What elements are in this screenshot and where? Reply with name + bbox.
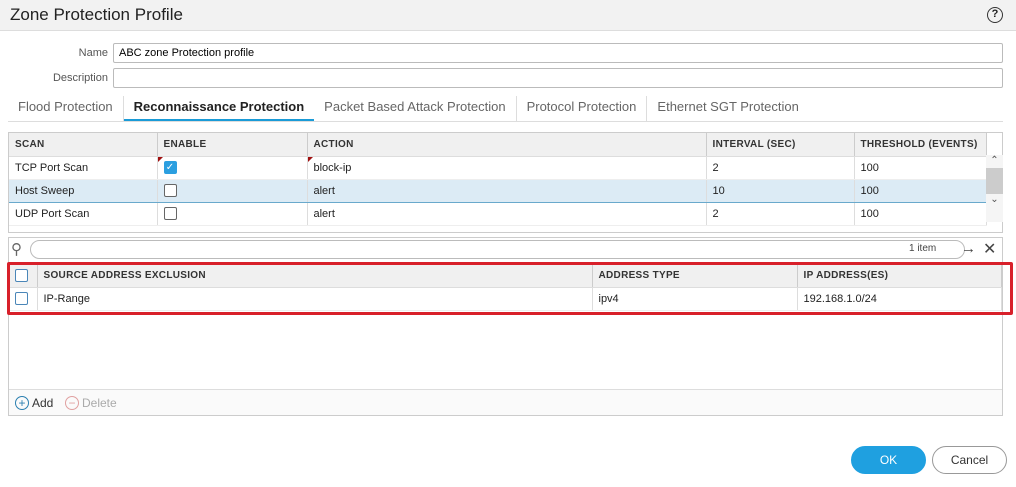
name-label: Name bbox=[78, 47, 108, 59]
table-header: SOURCE ADDRESS EXCLUSION ADDRESS TYPE IP… bbox=[9, 264, 1002, 288]
column-action[interactable]: ACTION bbox=[307, 133, 707, 157]
row-checkbox[interactable] bbox=[15, 292, 28, 305]
table-row[interactable]: TCP Port Scan ✓ block-ip 2 100 bbox=[9, 156, 987, 180]
add-label: Add bbox=[32, 396, 54, 410]
tab-bar: Flood Protection Reconnaissance Protecti… bbox=[8, 96, 1003, 122]
ip-address: 192.168.1.0/24 bbox=[797, 287, 1002, 311]
scan-name: TCP Port Scan bbox=[9, 156, 158, 180]
interval-value[interactable]: 2 bbox=[706, 202, 855, 226]
column-source-address-exclusion[interactable]: SOURCE ADDRESS EXCLUSION bbox=[37, 264, 593, 288]
enable-cell bbox=[157, 178, 308, 203]
action-value[interactable]: alert bbox=[307, 202, 707, 226]
tab-packet-based-attack-protection[interactable]: Packet Based Attack Protection bbox=[314, 96, 517, 121]
scrollbar[interactable]: ⌃ ⌄ bbox=[986, 155, 1003, 222]
interval-value[interactable]: 2 bbox=[706, 156, 855, 180]
table-header: SCAN ENABLE ACTION INTERVAL (SEC) THRESH… bbox=[9, 133, 987, 157]
table-row[interactable]: Host Sweep alert 10 100 bbox=[9, 178, 987, 203]
column-ip-addresses[interactable]: IP ADDRESS(ES) bbox=[797, 264, 1002, 288]
scroll-down-icon[interactable]: ⌄ bbox=[990, 194, 999, 205]
row-select-cell bbox=[9, 287, 38, 311]
exclusion-name[interactable]: IP-Range bbox=[37, 287, 593, 311]
address-type: ipv4 bbox=[592, 287, 798, 311]
search-icon: ⚲ bbox=[11, 241, 22, 258]
description-label: Description bbox=[52, 72, 108, 84]
threshold-value[interactable]: 100 bbox=[854, 178, 987, 203]
column-scan[interactable]: SCAN bbox=[9, 133, 158, 157]
name-input[interactable] bbox=[113, 43, 1003, 63]
enable-checkbox[interactable]: ✓ bbox=[163, 161, 177, 174]
action-bar: + Add − Delete bbox=[9, 389, 1002, 415]
table-row[interactable]: IP-Range ipv4 192.168.1.0/24 bbox=[9, 287, 1002, 311]
column-interval[interactable]: INTERVAL (SEC) bbox=[706, 133, 855, 157]
tab-protocol-protection[interactable]: Protocol Protection bbox=[517, 96, 648, 121]
item-count: 1 item bbox=[909, 243, 937, 254]
tab-ethernet-sgt-protection[interactable]: Ethernet SGT Protection bbox=[657, 99, 799, 114]
scroll-thumb[interactable] bbox=[986, 168, 1003, 194]
scan-name: UDP Port Scan bbox=[9, 202, 158, 226]
dialog-title: Zone Protection Profile bbox=[10, 5, 183, 24]
enable-cell: ✓ bbox=[157, 156, 308, 180]
cancel-button[interactable]: Cancel bbox=[932, 446, 1007, 474]
interval-value[interactable]: 10 bbox=[706, 178, 855, 203]
select-all-checkbox[interactable] bbox=[15, 268, 28, 282]
column-enable[interactable]: ENABLE bbox=[157, 133, 308, 157]
select-all-cell bbox=[9, 264, 38, 288]
enable-checkbox[interactable] bbox=[163, 184, 177, 197]
delete-button[interactable]: − Delete bbox=[65, 396, 117, 410]
threshold-value[interactable]: 100 bbox=[854, 202, 987, 226]
apply-filter-arrow-icon[interactable]: → bbox=[961, 240, 976, 257]
clear-filter-icon[interactable]: ✕ bbox=[983, 241, 997, 258]
action-cell[interactable]: block-ip bbox=[307, 156, 707, 180]
scan-name: Host Sweep bbox=[9, 178, 158, 203]
delete-label: Delete bbox=[82, 396, 117, 410]
delete-icon: − bbox=[65, 396, 79, 410]
description-input[interactable] bbox=[113, 68, 1003, 88]
add-button[interactable]: + Add bbox=[15, 396, 53, 410]
table-row[interactable]: UDP Port Scan alert 2 100 bbox=[9, 202, 987, 226]
highlight-box bbox=[7, 262, 1013, 315]
action-value[interactable]: alert bbox=[307, 178, 707, 203]
scroll-up-icon[interactable]: ⌃ bbox=[990, 155, 999, 166]
exclusion-panel: ⚲ 1 item → ✕ SOURCE ADDRESS EXCLUSION AD… bbox=[8, 237, 1003, 416]
dialog-titlebar: Zone Protection Profile ? bbox=[0, 0, 1016, 31]
add-icon: + bbox=[15, 396, 29, 410]
search-input[interactable] bbox=[30, 240, 965, 259]
threshold-value[interactable]: 100 bbox=[854, 156, 987, 180]
scan-table: SCAN ENABLE ACTION INTERVAL (SEC) THRESH… bbox=[8, 132, 1003, 233]
help-icon[interactable]: ? bbox=[987, 7, 1003, 23]
action-value: block-ip bbox=[313, 161, 352, 174]
tab-flood-protection[interactable]: Flood Protection bbox=[8, 96, 124, 121]
tab-reconnaissance-protection[interactable]: Reconnaissance Protection bbox=[123, 96, 315, 121]
column-threshold[interactable]: THRESHOLD (EVENTS) bbox=[854, 133, 987, 157]
column-address-type[interactable]: ADDRESS TYPE bbox=[592, 264, 798, 288]
enable-cell bbox=[157, 202, 308, 226]
enable-checkbox[interactable] bbox=[163, 207, 177, 220]
ok-button[interactable]: OK bbox=[851, 446, 926, 474]
